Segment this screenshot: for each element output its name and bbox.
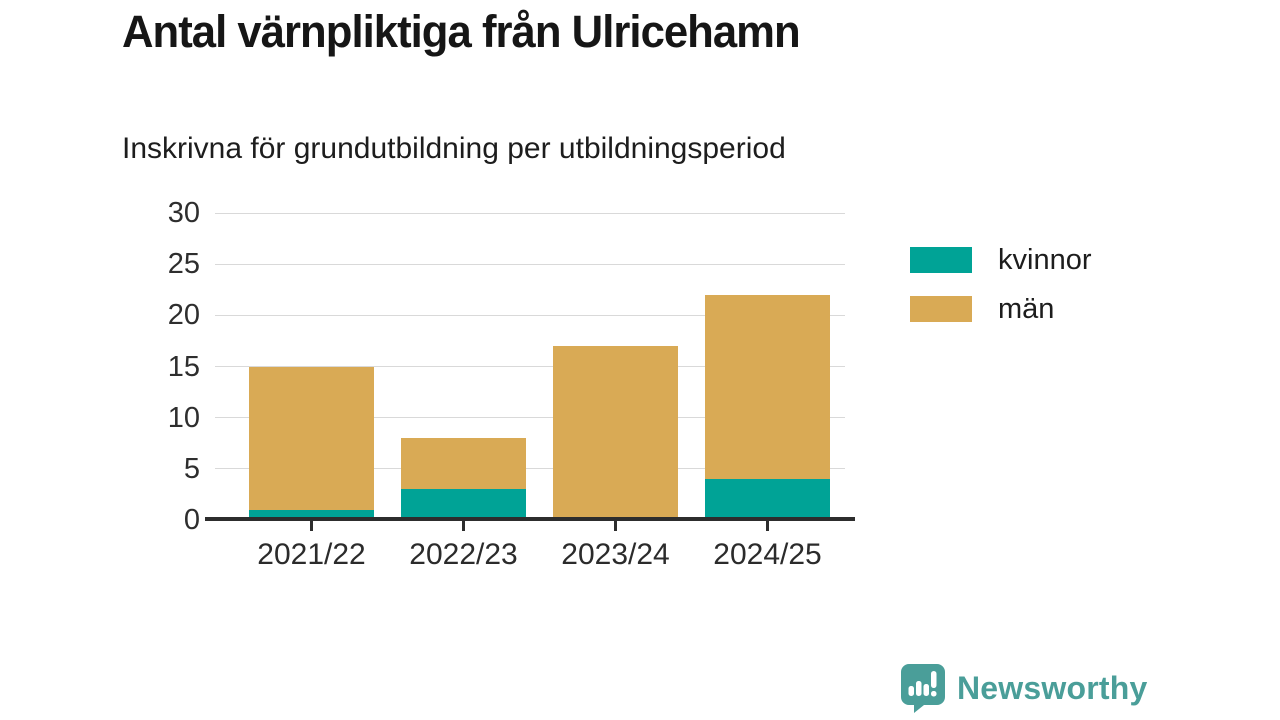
bar-segment-män xyxy=(705,294,830,480)
legend-item-kvinnor: kvinnor xyxy=(910,244,1092,276)
gridline xyxy=(215,417,845,419)
y-tick-label: 15 xyxy=(167,350,200,383)
y-axis-labels: 0 5 10 15 20 25 30 xyxy=(110,197,200,536)
gridline xyxy=(215,212,845,214)
bar-segment-kvinnor xyxy=(705,479,830,520)
legend-swatch xyxy=(910,247,972,273)
legend: kvinnor män xyxy=(910,244,1092,325)
legend-swatch xyxy=(910,296,972,322)
x-tick-label: 2022/23 xyxy=(409,538,518,571)
bar-segment-kvinnor xyxy=(249,509,374,520)
newsworthy-branding: Newsworthy xyxy=(901,664,1147,713)
bar-2022/23 xyxy=(401,438,526,520)
legend-label: män xyxy=(998,293,1055,325)
x-tick-label: 2024/25 xyxy=(713,538,822,571)
x-tick-label: 2021/22 xyxy=(257,538,366,571)
bar-segment-män xyxy=(553,346,678,520)
bar-segment-män xyxy=(249,366,374,510)
gridline xyxy=(215,263,845,265)
bar-segment-män xyxy=(401,438,526,490)
gridline xyxy=(215,314,845,316)
x-axis-tick xyxy=(614,521,617,531)
y-tick-label: 30 xyxy=(167,197,200,229)
x-axis-tick xyxy=(766,521,769,531)
legend-item-män: män xyxy=(910,293,1092,325)
y-tick-label: 25 xyxy=(167,248,200,281)
bar-segment-kvinnor xyxy=(401,489,526,520)
gridline xyxy=(215,468,845,470)
chart-title: Antal värnpliktiga från Ulricehamn xyxy=(122,6,801,57)
newsworthy-logo-text: Newsworthy xyxy=(957,670,1148,706)
y-tick-label: 5 xyxy=(183,452,200,485)
bar-2023/24 xyxy=(553,346,678,520)
bar-2021/22 xyxy=(249,366,374,520)
y-tick-label: 10 xyxy=(167,401,200,434)
x-axis-line xyxy=(205,517,855,521)
x-axis-tick xyxy=(462,521,465,531)
gridline xyxy=(215,366,845,367)
legend-label: kvinnor xyxy=(998,244,1092,276)
y-tick-label: 20 xyxy=(167,299,200,332)
newsworthy-logo-icon xyxy=(901,664,945,713)
x-axis-tick xyxy=(310,521,313,531)
x-tick-label: 2023/24 xyxy=(561,538,670,571)
bar-2024/25 xyxy=(705,294,830,520)
plot-area xyxy=(215,212,845,520)
y-tick-label: 0 xyxy=(183,504,200,536)
chart-subtitle: Inskrivna för grundutbildning per utbild… xyxy=(122,132,786,165)
